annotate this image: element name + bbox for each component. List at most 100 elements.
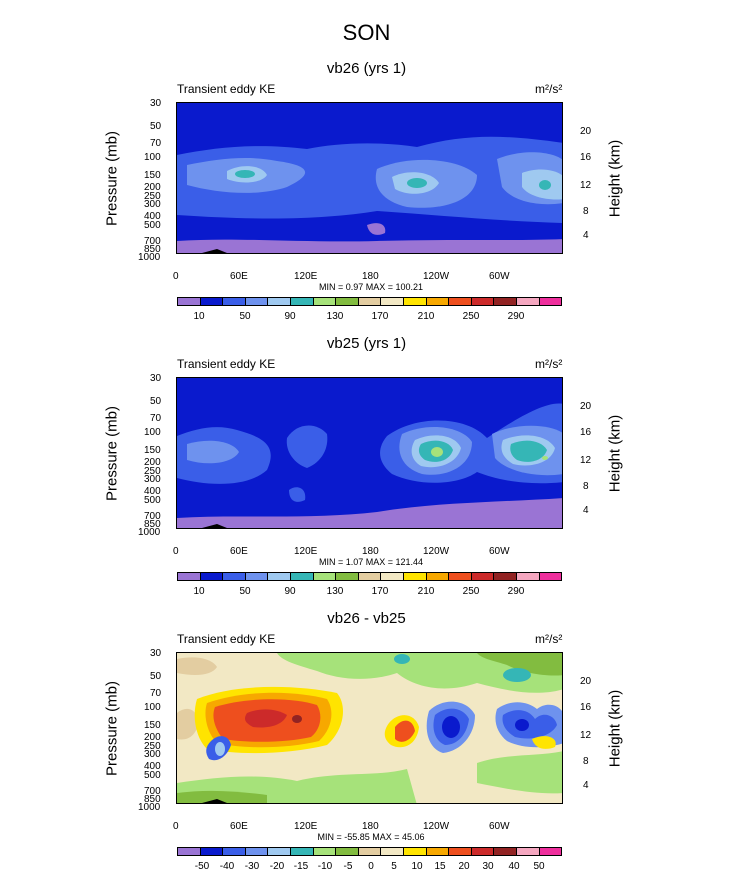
colorbar-swatch bbox=[449, 848, 472, 855]
y-tick: 700 bbox=[144, 511, 161, 522]
y-tick: 200 bbox=[144, 457, 161, 468]
y-tick: 250 bbox=[144, 191, 161, 202]
y-tick: 1000 bbox=[138, 252, 161, 263]
x-tick: 60E bbox=[230, 546, 248, 557]
colorbar-swatch bbox=[426, 573, 450, 580]
panel-3: vb26 - vb25 Transient eddy KE m²/s² Pres… bbox=[0, 610, 733, 880]
y-tick: 70 bbox=[150, 138, 162, 149]
colorbar-swatch bbox=[471, 573, 495, 580]
min-max-stats: MIN = 1.07 MAX = 121.44 bbox=[318, 557, 424, 567]
colorbar-swatch bbox=[516, 298, 540, 305]
panel-title: vb26 - vb25 bbox=[327, 610, 406, 627]
y-tick-right: 16 bbox=[580, 152, 592, 163]
y-tick: 150 bbox=[144, 445, 161, 456]
figure-title: SON bbox=[342, 20, 391, 45]
colorbar-swatch bbox=[200, 848, 224, 855]
y-tick: 400 bbox=[144, 486, 161, 497]
y-tick-right: 20 bbox=[580, 126, 592, 137]
colorbar-swatch bbox=[313, 298, 337, 305]
colorbar-label: 170 bbox=[371, 586, 389, 597]
colorbar-labels: 10 50 90 130 170 210 250 290 bbox=[177, 586, 562, 598]
colorbar-label: 50 bbox=[533, 861, 545, 872]
x-tick: 120E bbox=[294, 271, 318, 282]
colorbar-label: 290 bbox=[507, 311, 525, 322]
contour-field bbox=[177, 378, 562, 528]
colorbar-swatch bbox=[471, 848, 495, 855]
colorbar-labels: 10 50 90 130 170 210 250 290 bbox=[177, 311, 562, 323]
colorbar-swatch bbox=[268, 848, 291, 855]
colorbar bbox=[177, 297, 562, 306]
y-tick: 200 bbox=[144, 182, 161, 193]
y-tick: 850 bbox=[144, 794, 161, 805]
min-max-stats: MIN = 0.97 MAX = 100.21 bbox=[318, 282, 424, 292]
y-tick-right: 8 bbox=[583, 206, 589, 217]
y-tick: 50 bbox=[150, 671, 162, 682]
y-tick: 700 bbox=[144, 786, 161, 797]
colorbar-label: -15 bbox=[293, 861, 309, 872]
colorbar-swatch bbox=[358, 848, 382, 855]
x-tick: 60E bbox=[230, 821, 248, 832]
colorbar-swatch bbox=[313, 848, 337, 855]
y-axis-label-right: Height (km) bbox=[606, 689, 624, 768]
y-tick: 200 bbox=[144, 732, 161, 743]
colorbar-label: 250 bbox=[462, 311, 480, 322]
colorbar-swatch bbox=[381, 573, 404, 580]
colorbar-swatch bbox=[336, 573, 359, 580]
y-tick: 400 bbox=[144, 211, 161, 222]
left-label: Transient eddy KE bbox=[177, 357, 276, 371]
min-max-stats: MIN = -55.85 MAX = 45.06 bbox=[317, 832, 425, 842]
colorbar-swatch bbox=[200, 298, 224, 305]
colorbar-swatch bbox=[539, 298, 562, 305]
colorbar-swatch bbox=[449, 573, 472, 580]
colorbar-label: 250 bbox=[462, 586, 480, 597]
colorbar-swatch bbox=[471, 298, 495, 305]
y-tick: 70 bbox=[150, 688, 162, 699]
x-tick: 120E bbox=[294, 821, 318, 832]
contour-field bbox=[177, 103, 562, 253]
y-tick: 1000 bbox=[138, 527, 161, 538]
x-tick: 0 bbox=[173, 271, 179, 282]
y-tick-right: 12 bbox=[580, 180, 592, 191]
y-tick: 30 bbox=[150, 98, 162, 109]
x-tick: 60W bbox=[489, 271, 510, 282]
panel-2: vb25 (yrs 1) Transient eddy KE m²/s² Pre… bbox=[0, 335, 733, 605]
colorbar-swatch bbox=[426, 298, 450, 305]
colorbar-labels: -50 -40 -30 -20 -15 -10 -5 0 5 10 15 20 … bbox=[177, 861, 562, 873]
x-tick: 120W bbox=[423, 546, 450, 557]
y-tick: 50 bbox=[150, 396, 162, 407]
colorbar-swatch bbox=[358, 298, 382, 305]
y-tick: 850 bbox=[144, 519, 161, 530]
y-axis-label-right: Height (km) bbox=[606, 139, 624, 218]
colorbar-swatch bbox=[516, 848, 540, 855]
y-tick: 300 bbox=[144, 199, 161, 210]
colorbar-swatch bbox=[336, 848, 359, 855]
colorbar-label: 50 bbox=[239, 311, 251, 322]
colorbar-label: -50 bbox=[194, 861, 210, 872]
x-tick: 0 bbox=[173, 821, 179, 832]
colorbar-swatch bbox=[403, 573, 427, 580]
y-tick-right: 4 bbox=[583, 505, 589, 516]
left-label: Transient eddy KE bbox=[177, 82, 276, 96]
colorbar-swatch bbox=[268, 298, 291, 305]
y-tick-right: 8 bbox=[583, 481, 589, 492]
y-tick-right: 4 bbox=[583, 230, 589, 241]
colorbar-swatch bbox=[290, 298, 314, 305]
colorbar-swatch bbox=[178, 573, 201, 580]
y-tick-right: 20 bbox=[580, 401, 592, 412]
panel-1: vb26 (yrs 1) Transient eddy KE m²/s² Pre… bbox=[0, 60, 733, 330]
colorbar-label: 15 bbox=[434, 861, 446, 872]
colorbar-label: 10 bbox=[411, 861, 423, 872]
colorbar-label: 130 bbox=[326, 311, 344, 322]
y-tick: 100 bbox=[144, 427, 161, 438]
colorbar-label: 210 bbox=[417, 586, 435, 597]
colorbar-label: 290 bbox=[507, 586, 525, 597]
plot-area bbox=[176, 102, 563, 254]
colorbar-swatch bbox=[200, 573, 224, 580]
colorbar-swatch bbox=[223, 848, 246, 855]
panel-title: vb26 (yrs 1) bbox=[326, 60, 407, 77]
colorbar-swatch bbox=[539, 573, 562, 580]
y-tick: 400 bbox=[144, 761, 161, 772]
x-tick: 180 bbox=[362, 271, 379, 282]
y-tick: 250 bbox=[144, 466, 161, 477]
x-tick: 180 bbox=[362, 821, 379, 832]
